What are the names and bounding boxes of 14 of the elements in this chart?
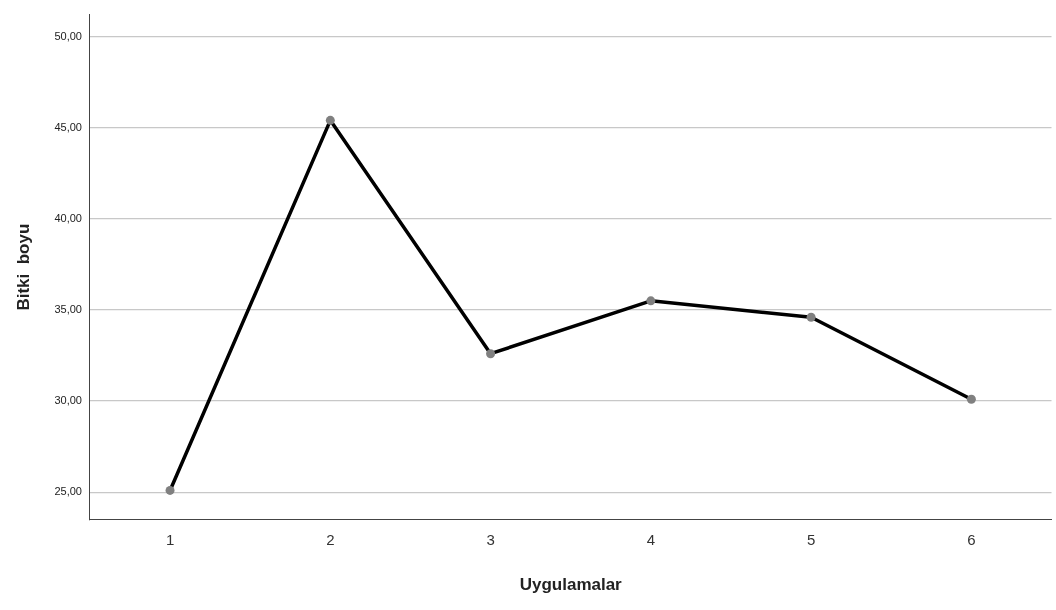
x-tick-label: 2	[326, 530, 335, 548]
y-tick-label: 40,00	[54, 211, 82, 224]
x-tick-label: 1	[165, 530, 175, 548]
y-tick-label: 50,00	[54, 29, 82, 42]
x-tick-label: 6	[967, 530, 976, 548]
y-tick-label: 25,00	[54, 485, 82, 498]
y-tick-label: 45,00	[54, 120, 82, 133]
y-tick-label: 30,00	[54, 394, 82, 407]
y-axis-title: Bitki boyu	[13, 223, 33, 311]
x-axis-title: Uygulamalar	[519, 575, 623, 595]
x-tick-label: 4	[646, 530, 656, 548]
x-tick-label: 5	[806, 530, 816, 548]
y-tick-label: 35,00	[54, 302, 82, 315]
x-tick-label: 3	[486, 530, 495, 548]
